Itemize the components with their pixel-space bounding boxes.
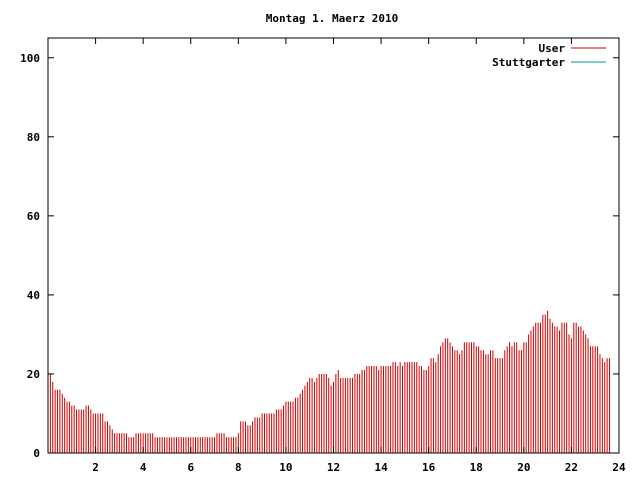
x-tick-label: 2 <box>92 461 99 474</box>
y-tick-label: 60 <box>27 210 40 223</box>
bars-group <box>47 310 610 453</box>
x-ticks-group: 2 4 6 8 10 12 14 16 18 20 22 24 <box>92 38 626 474</box>
plot-frame <box>47 37 620 454</box>
x-tick-label: 18 <box>470 461 483 474</box>
x-tick-label: 16 <box>422 461 436 474</box>
x-tick-label: 8 <box>235 461 242 474</box>
x-tick-label: 12 <box>327 461 340 474</box>
y-tick-label: 0 <box>33 447 40 460</box>
x-tick-label: 20 <box>517 461 530 474</box>
y-tick-label: 20 <box>27 368 40 381</box>
y-tick-label: 80 <box>27 131 40 144</box>
y-tick-label: 40 <box>27 289 40 302</box>
y-ticks-group: 0 20 40 60 80 100 <box>20 52 619 460</box>
x-tick-label: 4 <box>140 461 147 474</box>
x-tick-label: 22 <box>565 461 578 474</box>
x-tick-label: 14 <box>374 461 388 474</box>
legend-label-stuttgarter: Stuttgarter <box>492 56 565 69</box>
x-tick-label: 6 <box>187 461 194 474</box>
y-tick-label: 100 <box>20 52 40 65</box>
x-tick-label: 10 <box>279 461 292 474</box>
x-tick-label: 24 <box>612 461 626 474</box>
chart-title: Montag 1. Maerz 2010 <box>266 12 398 25</box>
legend: User Stuttgarter <box>492 42 606 69</box>
legend-label-user: User <box>539 42 566 55</box>
